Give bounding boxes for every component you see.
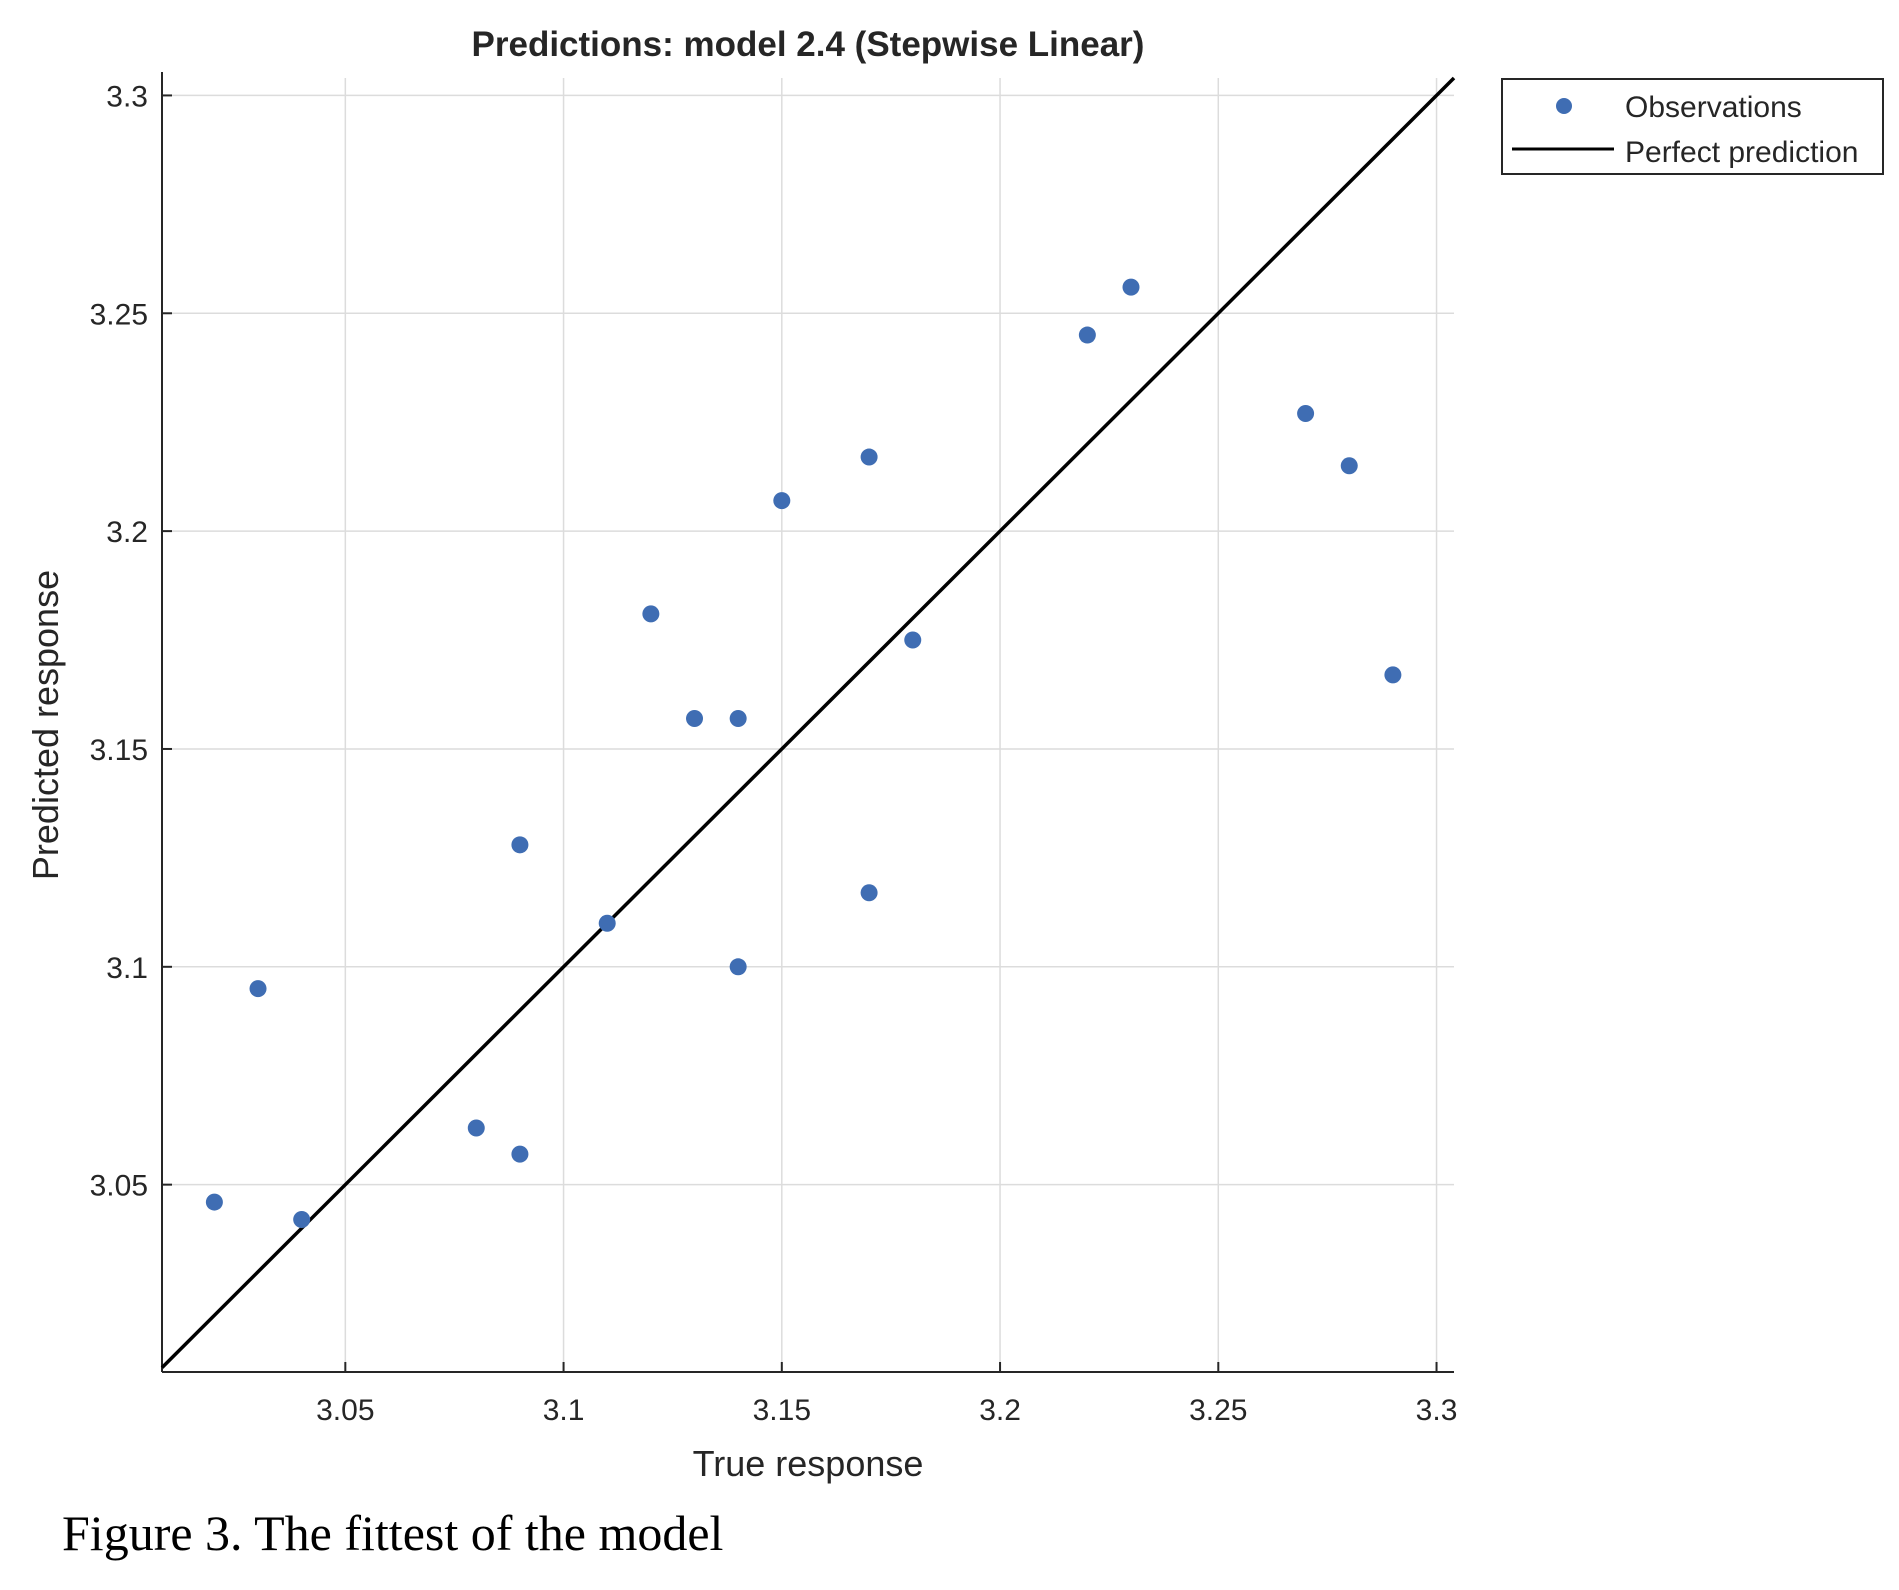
observation-point — [686, 709, 704, 727]
perfect-prediction-line — [160, 76, 1456, 1369]
observation-point — [205, 1193, 223, 1211]
observation-point — [1122, 278, 1140, 296]
legend-observations-label: Observations — [1625, 91, 1802, 124]
x-tick-label: 3.1 — [543, 1394, 585, 1427]
observation-point — [598, 914, 616, 932]
y-tick-label: 3.15 — [90, 734, 148, 767]
observation-point — [729, 709, 747, 727]
tick-labels: 3.05 3.1 3.15 3.2 3.25 3.3 3.05 3.1 3.15 3.2 3.25 3… — [90, 80, 1458, 1427]
observation-point — [1384, 666, 1402, 684]
x-tick-label: 3.2 — [979, 1394, 1021, 1427]
observation-point — [249, 980, 267, 998]
x-axis-label: True response — [693, 1443, 924, 1484]
y-tick-label: 3.1 — [106, 952, 148, 985]
observation-point — [904, 631, 922, 649]
observation-point — [467, 1119, 485, 1137]
y-tick-label: 3.25 — [90, 298, 148, 331]
legend: Observations Perfect prediction — [1501, 78, 1884, 175]
x-tick-label: 3.25 — [1189, 1394, 1247, 1427]
perfect-prediction-layer — [160, 76, 1456, 1369]
y-tick-label: 3.3 — [106, 80, 148, 113]
legend-perfect-prediction-label: Perfect prediction — [1625, 136, 1858, 169]
observation-point — [293, 1211, 311, 1229]
x-tick-label: 3.15 — [753, 1394, 811, 1427]
observation-point — [1078, 326, 1096, 344]
observation-point — [860, 884, 878, 902]
observation-point — [511, 1145, 529, 1163]
observations-layer — [205, 278, 1402, 1229]
axes — [161, 72, 1454, 1373]
figure-caption: Figure 3. The fittest of the model — [62, 1505, 724, 1561]
observation-point — [1340, 457, 1358, 475]
y-axis-label: Predicted response — [25, 570, 66, 880]
chart-title: Predictions: model 2.4 (Stepwise Linear) — [472, 25, 1145, 64]
observation-point — [511, 836, 529, 854]
x-tick-label: 3.05 — [316, 1394, 374, 1427]
observation-point — [773, 492, 791, 510]
observation-point — [860, 448, 878, 466]
y-tick-label: 3.05 — [90, 1170, 148, 1203]
observation-point — [729, 958, 747, 976]
observation-point — [642, 605, 660, 623]
grid-lines — [162, 78, 1454, 1372]
legend-observations-marker — [1556, 98, 1572, 114]
legend-box — [1501, 78, 1884, 175]
y-tick-label: 3.2 — [106, 516, 148, 549]
x-tick-label: 3.3 — [1416, 1394, 1458, 1427]
observation-point — [1297, 404, 1315, 422]
